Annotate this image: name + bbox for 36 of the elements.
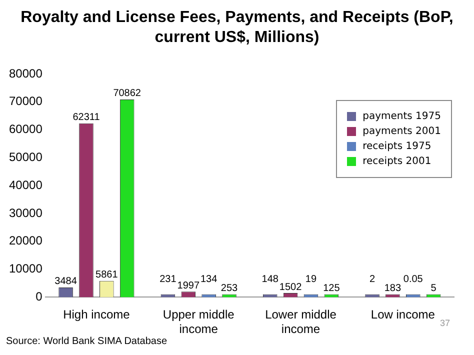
legend-label: receipts 1975 [362, 141, 432, 152]
x-tick-label: High income [63, 308, 130, 322]
data-label: 0.05 [403, 274, 424, 285]
y-tick-label: 50000 [8, 150, 43, 164]
data-label: 134 [200, 274, 218, 285]
data-label: 231 [160, 274, 177, 285]
data-label: 183 [384, 282, 402, 294]
x-tick-label: Upper middle income [162, 308, 235, 336]
text: 37 [440, 318, 450, 328]
data-label: 148 [262, 274, 279, 285]
data-label: 2 [369, 274, 376, 285]
legend-label: payments 1975 [362, 111, 441, 122]
y-tick-label: 60000 [8, 122, 43, 136]
source-note: Source: World Bank SIMA Database [6, 336, 168, 347]
data-label: 5 [430, 282, 437, 294]
legend-label: payments 2001 [362, 126, 441, 137]
x-tick-label: Lower middle income [265, 308, 337, 336]
data-label: 3484 [54, 276, 78, 288]
legend-label: receipts 2001 [362, 156, 432, 167]
data-label: 1997 [177, 280, 200, 292]
x-tick-label: Low income [370, 308, 436, 322]
y-tick-label: 10000 [8, 262, 43, 276]
y-tick-label: 70000 [8, 94, 43, 108]
data-label: 125 [323, 282, 340, 294]
y-tick-label: 40000 [8, 178, 43, 192]
y-tick-label: 80000 [8, 66, 43, 80]
y-tick-label: 30000 [8, 206, 43, 220]
y-tick-label: 0 [36, 290, 43, 304]
y-tick-label: 20000 [8, 234, 43, 248]
data-label: 253 [220, 282, 238, 294]
data-label: 5861 [96, 270, 118, 281]
data-label: 1502 [279, 282, 302, 293]
data-label: 62311 [72, 112, 100, 124]
data-label: 19 [305, 274, 317, 285]
data-label: 70862 [113, 88, 142, 100]
chart-title: Royalty and License Fees, Payments, and Receipts (BoP, current US$, Millions) [20, 8, 454, 48]
